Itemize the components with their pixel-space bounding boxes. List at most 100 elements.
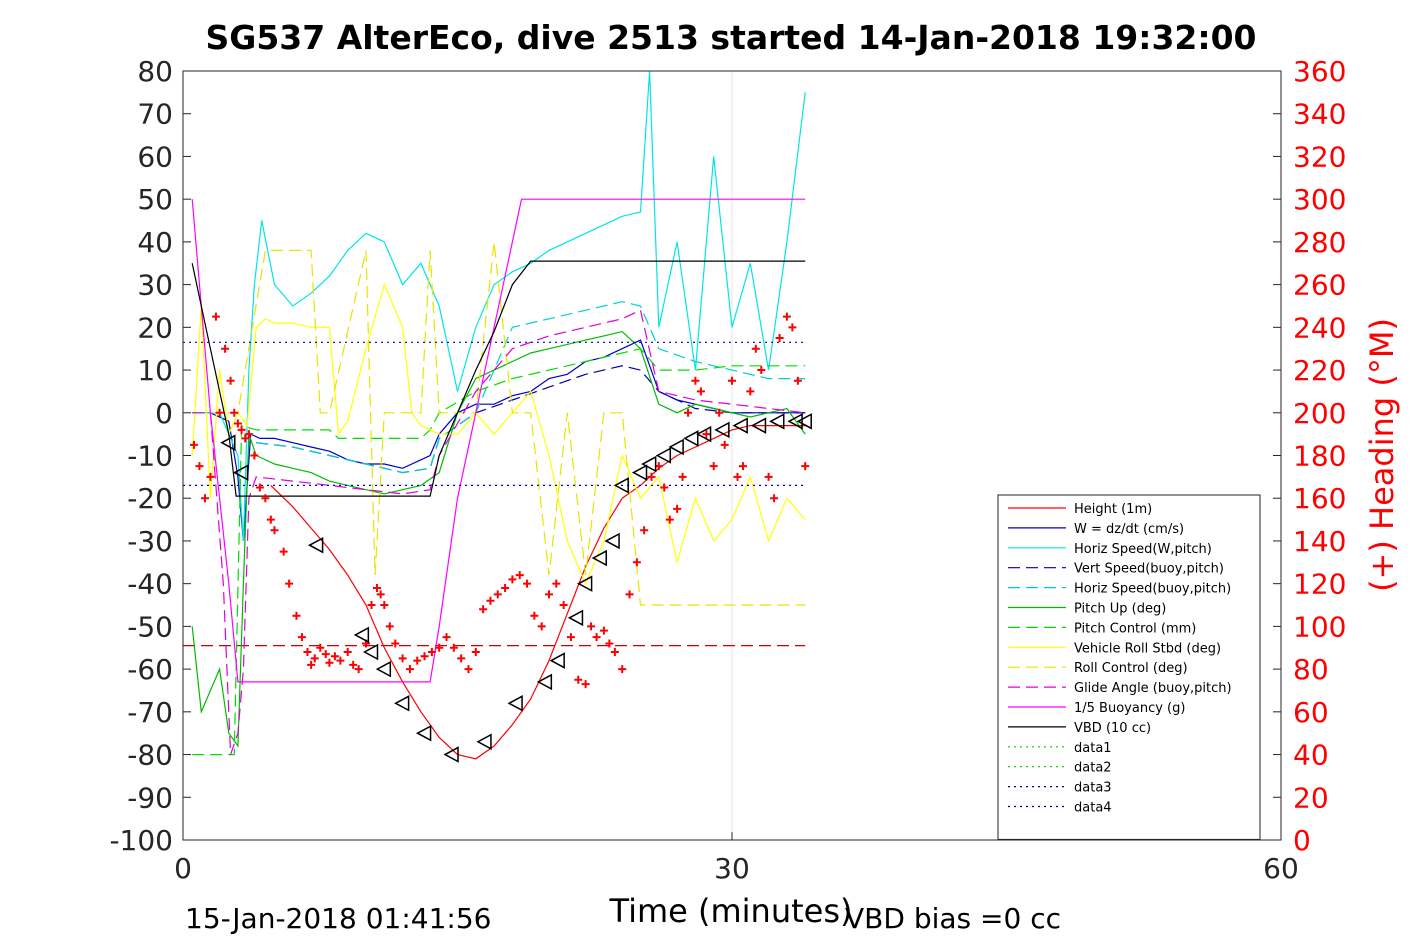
heading-point-95 bbox=[770, 494, 779, 503]
y-left-tick-label-14: -60 bbox=[127, 653, 173, 686]
heading-point-44 bbox=[427, 648, 436, 657]
heading-point-84 bbox=[702, 430, 711, 439]
heading-point-93 bbox=[757, 366, 766, 375]
legend-entry-3: Vert Speed(buoy,pitch) bbox=[1074, 562, 1224, 577]
heading-point-9 bbox=[233, 419, 242, 428]
heading-point-62 bbox=[559, 601, 568, 610]
heading-point-32 bbox=[354, 665, 363, 674]
heading-point-85 bbox=[709, 462, 718, 471]
y-left-tick-label-13: -50 bbox=[127, 610, 173, 643]
x-axis-label: Time (minutes) bbox=[609, 892, 853, 930]
legend-entry-6: Pitch Control (mm) bbox=[1074, 621, 1196, 636]
position-marker-24 bbox=[714, 421, 730, 439]
position-marker-17 bbox=[613, 477, 629, 494]
position-marker-18 bbox=[631, 464, 648, 481]
heading-point-63 bbox=[566, 633, 575, 642]
heading-point-91 bbox=[746, 387, 755, 396]
series-line-10 bbox=[191, 198, 806, 683]
heading-point-18 bbox=[279, 547, 288, 556]
timestamp-footer: 15-Jan-2018 01:41:56 bbox=[185, 902, 491, 935]
heading-point-29 bbox=[336, 656, 345, 665]
series-line-2 bbox=[192, 71, 806, 541]
y-right-tick-label-12: 120 bbox=[1293, 568, 1346, 601]
y-left-tick-label-4: 40 bbox=[137, 226, 173, 259]
position-marker-13 bbox=[567, 609, 584, 627]
heading-point-49 bbox=[464, 665, 473, 674]
position-marker-19 bbox=[641, 455, 657, 473]
position-marker-21 bbox=[668, 438, 684, 456]
heading-point-51 bbox=[479, 605, 488, 614]
heading-point-89 bbox=[733, 472, 742, 481]
heading-point-73 bbox=[632, 558, 641, 567]
heading-point-41 bbox=[405, 665, 414, 674]
heading-point-66 bbox=[587, 622, 596, 631]
heading-point-10 bbox=[237, 425, 246, 434]
heading-point-39 bbox=[391, 639, 400, 648]
heading-point-100 bbox=[801, 462, 810, 471]
y-right-tick-label-8: 200 bbox=[1293, 397, 1346, 430]
heading-point-38 bbox=[385, 622, 394, 631]
y-left-tick-label-9: -10 bbox=[127, 440, 173, 473]
series-line-6 bbox=[192, 348, 806, 756]
legend-entry-8: Roll Control (deg) bbox=[1074, 661, 1188, 676]
heading-point-36 bbox=[376, 590, 385, 599]
y-right-tick-label-1: 340 bbox=[1293, 98, 1346, 131]
y-left-tick-label-17: -90 bbox=[127, 781, 173, 814]
heading-point-96 bbox=[775, 334, 784, 343]
heading-point-61 bbox=[552, 579, 561, 588]
legend-entry-2: Horiz Speed(W,pitch) bbox=[1074, 542, 1212, 557]
heading-point-45 bbox=[435, 643, 444, 652]
heading-point-1 bbox=[195, 462, 204, 471]
heading-point-72 bbox=[625, 590, 634, 599]
legend-entry-15: data4 bbox=[1074, 801, 1112, 816]
position-marker-23 bbox=[695, 425, 712, 443]
heading-point-70 bbox=[610, 648, 619, 657]
legend-entry-5: Pitch Up (deg) bbox=[1074, 602, 1166, 617]
position-marker-2 bbox=[308, 536, 324, 554]
series-group bbox=[183, 71, 812, 763]
y-right-tick-label-3: 300 bbox=[1293, 183, 1346, 216]
y-right-tick-label-4: 280 bbox=[1293, 226, 1346, 259]
series-line-5 bbox=[191, 330, 806, 748]
position-marker-16 bbox=[604, 532, 620, 550]
heading-point-8 bbox=[230, 408, 239, 417]
heading-point-15 bbox=[261, 494, 270, 503]
heading-point-82 bbox=[691, 376, 700, 385]
heading-point-64 bbox=[574, 675, 583, 684]
legend-entry-1: W = dz/dt (cm/s) bbox=[1074, 522, 1184, 537]
position-marker-15 bbox=[591, 549, 607, 567]
heading-point-17 bbox=[270, 526, 279, 535]
vbd-bias-footer: VBD bias =0 cc bbox=[845, 902, 1061, 935]
y-left-tick-label-5: 30 bbox=[137, 269, 173, 302]
y-left-tick-label-3: 50 bbox=[137, 183, 173, 216]
heading-point-86 bbox=[715, 408, 724, 417]
heading-point-34 bbox=[367, 601, 376, 610]
heading-point-0 bbox=[189, 440, 198, 449]
heading-point-67 bbox=[592, 633, 601, 642]
legend-entry-11: VBD (10 cc) bbox=[1074, 721, 1151, 736]
heading-point-12 bbox=[244, 430, 253, 439]
heading-point-56 bbox=[515, 571, 524, 580]
legend-entry-7: Vehicle Roll Stbd (deg) bbox=[1074, 641, 1221, 656]
heading-point-99 bbox=[793, 376, 802, 385]
position-marker-0 bbox=[220, 434, 236, 451]
y-left-tick-label-1: 70 bbox=[137, 98, 173, 131]
y-left-tick-label-12: -40 bbox=[127, 568, 173, 601]
series-line-7 bbox=[191, 282, 806, 586]
position-marker-11 bbox=[536, 673, 553, 691]
y-left-tick-label-6: 20 bbox=[137, 311, 173, 344]
heading-point-58 bbox=[530, 611, 539, 620]
heading-point-54 bbox=[501, 583, 510, 592]
heading-point-79 bbox=[673, 504, 682, 513]
heading-point-75 bbox=[647, 472, 656, 481]
position-marker-10 bbox=[507, 695, 523, 712]
heading-point-55 bbox=[508, 575, 517, 584]
heading-point-88 bbox=[728, 376, 736, 385]
heading-point-77 bbox=[660, 483, 669, 492]
legend-entry-0: Height (1m) bbox=[1074, 502, 1152, 517]
series-line-9 bbox=[192, 309, 806, 755]
heading-point-28 bbox=[330, 652, 339, 661]
legend: Height (1m) W = dz/dt (cm/s) Horiz Speed(W… bbox=[997, 494, 1261, 840]
position-marker-22 bbox=[683, 430, 699, 447]
